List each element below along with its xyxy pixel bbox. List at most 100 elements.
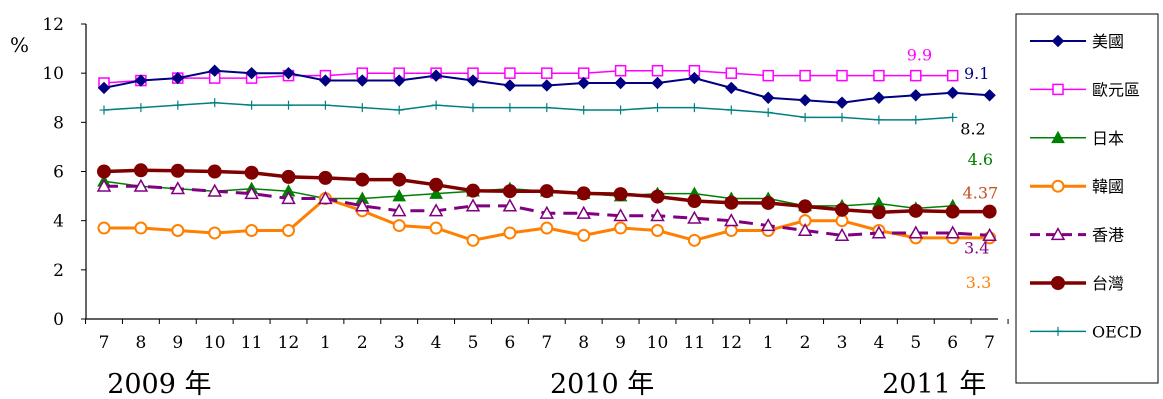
series-0-point bbox=[540, 79, 554, 92]
series-1-point bbox=[762, 69, 774, 82]
series-0-point bbox=[356, 74, 369, 87]
series-1-point bbox=[651, 64, 664, 77]
series-4-point bbox=[465, 198, 481, 212]
series-1-point bbox=[836, 69, 848, 82]
series-5-point bbox=[429, 177, 444, 192]
series-6-point bbox=[837, 112, 847, 122]
series-5-point bbox=[207, 164, 222, 179]
series-4-point bbox=[760, 218, 776, 232]
series-3-point bbox=[392, 219, 406, 233]
series-4-point bbox=[687, 210, 702, 224]
series-5-point bbox=[945, 204, 960, 219]
legend-item: 歐元區 bbox=[1030, 80, 1140, 99]
series-3-point bbox=[577, 228, 591, 242]
y-tick-label: 12 bbox=[42, 15, 64, 35]
series-4-point bbox=[170, 181, 186, 195]
series-4-point bbox=[650, 208, 665, 222]
series-6-point bbox=[653, 103, 662, 113]
series-5-point bbox=[687, 194, 702, 208]
series-6-point bbox=[357, 103, 367, 113]
series-5-point bbox=[724, 195, 739, 210]
series-3-point bbox=[171, 224, 185, 237]
legend-box bbox=[1015, 13, 1159, 384]
legend-label: 歐元區 bbox=[1092, 80, 1140, 99]
series-6-point bbox=[136, 103, 146, 113]
legend-item: 日本 bbox=[1030, 129, 1124, 148]
legend-label: 台灣 bbox=[1092, 274, 1124, 293]
series-4-point bbox=[908, 225, 924, 239]
series-5-point bbox=[908, 203, 923, 218]
series-5-point bbox=[355, 172, 370, 187]
legend-marker bbox=[1051, 276, 1065, 290]
x-tick-label: 7 bbox=[99, 333, 110, 353]
series-6 bbox=[99, 98, 958, 125]
series-5-point bbox=[244, 165, 259, 180]
y-tick-label: 0 bbox=[53, 310, 64, 330]
x-tick-label: 4 bbox=[873, 333, 884, 353]
series-0-point bbox=[688, 71, 701, 85]
x-tick-label: 11 bbox=[684, 333, 706, 353]
x-tick-label: 10 bbox=[647, 333, 669, 353]
x-tick-label: 12 bbox=[278, 333, 300, 353]
series-1-point bbox=[799, 69, 811, 82]
legend-item: 香港 bbox=[1030, 226, 1124, 245]
series-6-point bbox=[505, 103, 515, 113]
series-4-point bbox=[281, 190, 296, 205]
series-6-point bbox=[468, 103, 478, 113]
series-3-point bbox=[208, 226, 222, 240]
series-5-point bbox=[281, 169, 296, 184]
series-6-point bbox=[173, 100, 183, 110]
legend-label: OECD bbox=[1092, 322, 1142, 341]
data-annotation: 3.4 bbox=[964, 239, 989, 258]
x-tick-label: 6 bbox=[504, 333, 515, 353]
y-tick-label: 10 bbox=[42, 64, 64, 84]
x-tick-label: 9 bbox=[172, 333, 183, 353]
legend-label: 美國 bbox=[1092, 32, 1124, 51]
series-6-point bbox=[689, 103, 699, 113]
year-label: 2011 年 bbox=[882, 369, 986, 399]
series-5-point bbox=[761, 195, 776, 210]
series-4-point bbox=[355, 198, 370, 212]
series-0-point bbox=[134, 74, 148, 87]
year-label: 2010 年 bbox=[550, 369, 654, 399]
series-0-point bbox=[245, 66, 258, 80]
series-2-point bbox=[392, 189, 407, 202]
data-annotation: 9.1 bbox=[964, 64, 989, 83]
data-annotations: 9.9 9.1 8.2 4.6 4.37 3.4 3.3 bbox=[907, 46, 998, 292]
series-1-point bbox=[910, 69, 922, 82]
series-6-point bbox=[911, 115, 921, 125]
x-tick-label: 10 bbox=[204, 333, 226, 353]
series-0-point bbox=[503, 79, 517, 92]
series-6-point bbox=[320, 100, 330, 110]
series-3-point bbox=[134, 221, 148, 235]
year-label: 2009 年 bbox=[107, 369, 211, 399]
series-4-point bbox=[797, 222, 813, 237]
data-annotation: 4.6 bbox=[968, 150, 993, 169]
x-tick-label: 6 bbox=[947, 333, 958, 353]
legend-marker bbox=[1051, 34, 1065, 48]
series-6-point bbox=[247, 100, 257, 110]
series-6-line bbox=[103, 101, 953, 121]
legend-item: OECD bbox=[1030, 322, 1142, 341]
series-6-point bbox=[579, 105, 589, 115]
series-3 bbox=[97, 192, 997, 247]
data-annotation: 3.3 bbox=[966, 273, 991, 292]
y-tick-label: 2 bbox=[53, 261, 64, 281]
series-1-point bbox=[946, 69, 959, 82]
series-5-point bbox=[318, 170, 333, 185]
x-tick-label: 9 bbox=[615, 333, 626, 353]
series-1-point bbox=[541, 67, 553, 79]
series-4-point bbox=[133, 178, 149, 192]
series-0-point bbox=[983, 89, 996, 102]
x-tick-label: 12 bbox=[720, 333, 742, 353]
series-0-point bbox=[761, 91, 775, 104]
series-3-point bbox=[687, 233, 701, 247]
series-4-point bbox=[982, 227, 997, 241]
series-0-point bbox=[798, 94, 812, 107]
series-6-point bbox=[726, 105, 736, 115]
series-1-point bbox=[873, 69, 885, 82]
series-0-point bbox=[614, 76, 627, 90]
legend-item: 韓國 bbox=[1030, 177, 1124, 196]
